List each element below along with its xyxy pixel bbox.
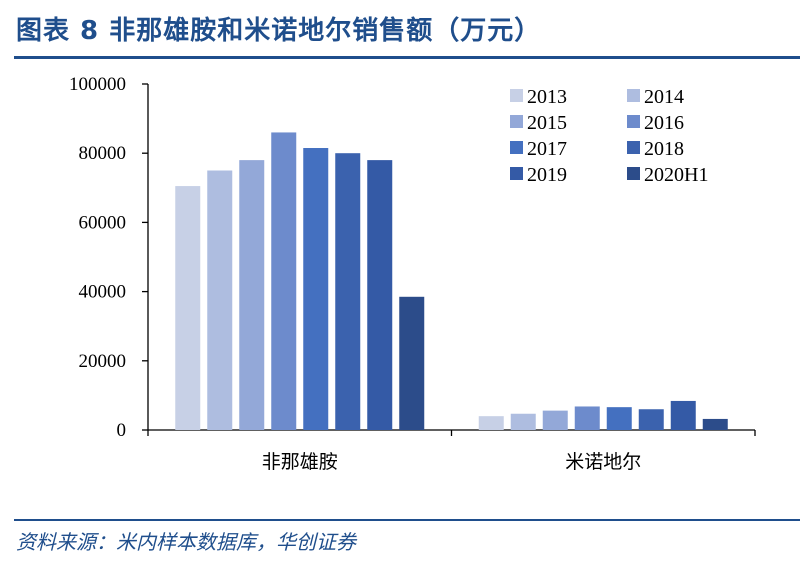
bar-2019-0 [367,160,393,430]
source-rule [14,519,800,521]
legend-label-2019: 2019 [527,164,567,186]
legend-label-2016: 2016 [644,112,684,134]
title-rule [14,56,800,59]
x-category-label: 非那雄胺 [262,451,338,473]
bar-2018-0 [335,153,361,430]
bar-2020H1-0 [399,296,425,430]
chart-title: 图表 8 非那雄胺和米诺地尔销售额（万元） [16,16,542,46]
legend-swatch-2016 [627,115,640,128]
y-tick-label: 100000 [69,74,126,95]
source-note: 资料来源：米内样本数据库，华创证券 [16,530,356,554]
chart-bars [175,132,728,430]
bar-2018-1 [638,409,664,430]
legend-label-2013: 2013 [527,86,567,108]
y-tick-label: 60000 [79,212,127,233]
bar-2013-1 [478,416,504,430]
legend-label-2015: 2015 [527,112,567,134]
legend-swatch-2013 [510,89,523,102]
legend-swatch-2015 [510,115,523,128]
bar-2019-1 [670,400,696,430]
bar-2013-0 [175,186,201,430]
bar-2014-0 [207,170,233,430]
bar-2017-1 [606,407,632,430]
legend-swatch-2018 [627,141,640,154]
legend-label-2017: 2017 [527,138,567,160]
bar-2015-1 [542,410,568,430]
y-tick-label: 20000 [79,351,127,372]
legend-swatch-2020H1 [627,167,640,180]
chart-legend: 2013 2014 2015 2016 2017 2018 2019 2020H1 [510,86,708,186]
y-tick-label: 0 [117,420,127,441]
bar-2015-0 [239,160,265,430]
bar-2016-0 [271,132,297,430]
legend-swatch-2019 [510,167,523,180]
legend-label-2014: 2014 [644,86,684,108]
legend-label-2018: 2018 [644,138,684,160]
legend-swatch-2017 [510,141,523,154]
y-tick-label: 40000 [79,282,127,303]
bar-2014-1 [510,413,536,430]
x-category-label: 米诺地尔 [565,451,641,473]
bar-2016-1 [574,406,600,430]
bar-2020H1-1 [702,418,728,430]
legend-label-2020H1: 2020H1 [644,164,708,186]
bar-2017-0 [303,148,329,430]
legend-swatch-2014 [627,89,640,102]
y-tick-label: 80000 [79,143,127,164]
